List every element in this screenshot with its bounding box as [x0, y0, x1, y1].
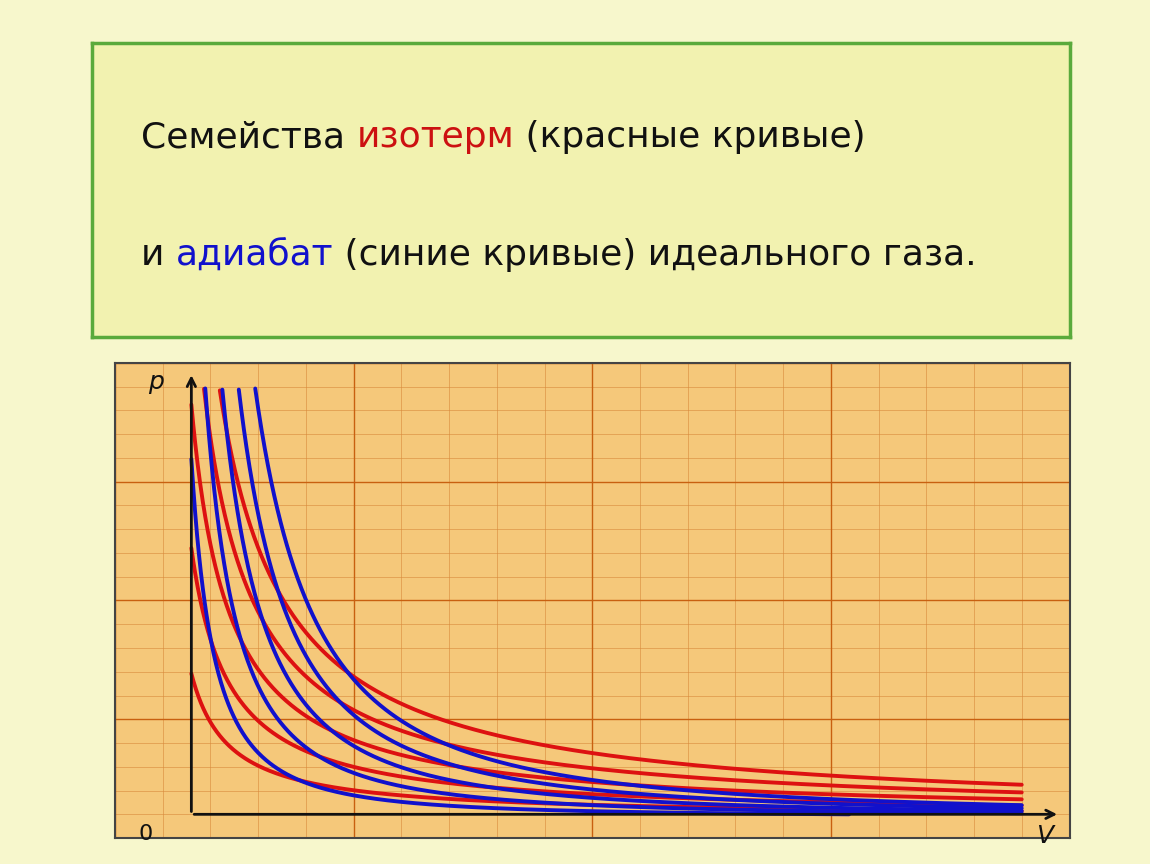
Text: (красные кривые): (красные кривые)	[514, 120, 866, 154]
Text: Семейства: Семейства	[140, 120, 356, 154]
Text: и: и	[140, 238, 176, 271]
Text: адиабат: адиабат	[176, 238, 334, 271]
Text: 0: 0	[139, 824, 153, 844]
Text: V: V	[1036, 823, 1053, 848]
Text: изотерм: изотерм	[356, 120, 514, 154]
Text: p: p	[148, 370, 164, 394]
Text: (синие кривые) идеального газа.: (синие кривые) идеального газа.	[334, 238, 976, 271]
